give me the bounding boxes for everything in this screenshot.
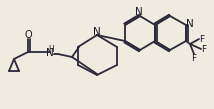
Text: F: F (192, 54, 197, 62)
Text: N: N (46, 48, 54, 58)
Text: O: O (24, 30, 32, 39)
Text: F: F (201, 44, 207, 54)
Text: H: H (48, 44, 54, 54)
Text: N: N (135, 7, 143, 17)
Text: N: N (186, 19, 194, 29)
Text: F: F (199, 35, 205, 43)
Text: N: N (93, 27, 101, 37)
